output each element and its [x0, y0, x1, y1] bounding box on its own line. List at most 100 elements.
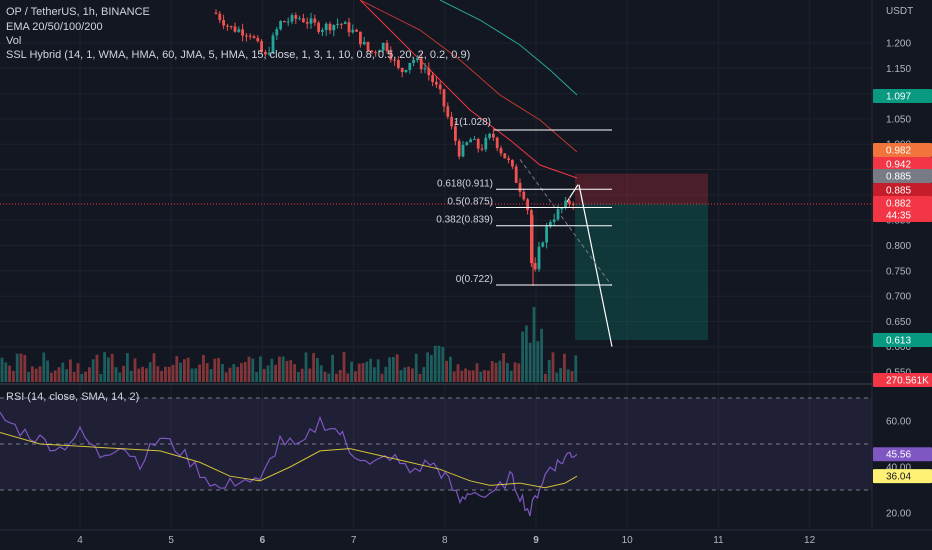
- volume-bar: [118, 372, 122, 382]
- candle-body: [256, 37, 260, 42]
- candle-body: [416, 58, 419, 61]
- volume-bar: [544, 373, 547, 382]
- volume-bar: [88, 367, 91, 382]
- candle-body: [237, 29, 241, 32]
- candle-body: [556, 209, 560, 220]
- candle-body: [541, 242, 545, 247]
- volume-bar: [232, 364, 236, 382]
- candle-body: [408, 62, 412, 70]
- short-position-tool[interactable]: [0, 159, 872, 347]
- volume-bar: [540, 328, 543, 382]
- volume-bar: [213, 358, 217, 382]
- price-tag-text: 270.561K: [886, 376, 929, 387]
- volume-bar: [167, 366, 171, 382]
- candle-body: [332, 24, 336, 31]
- volume-bar: [433, 345, 437, 382]
- volume-bar: [483, 370, 486, 382]
- candle-body: [245, 35, 248, 37]
- volume-bar: [426, 352, 429, 382]
- volume-bar: [76, 363, 80, 382]
- price-tag-text: 0.982: [886, 146, 911, 157]
- volume-bar: [27, 372, 30, 382]
- volume-bar: [255, 372, 258, 382]
- price-tick-label: 0.800: [886, 241, 911, 252]
- volume-bar: [141, 366, 144, 382]
- volume-bar: [498, 360, 502, 382]
- volume-bar: [69, 359, 72, 382]
- volume-bar: [509, 370, 513, 382]
- volume-bar: [414, 353, 418, 382]
- candle-body: [260, 41, 263, 52]
- price-tag: [873, 143, 932, 157]
- rsi-legend[interactable]: RSI (14, close, SMA, 14, 2): [6, 391, 140, 403]
- volume-bar: [19, 353, 23, 382]
- candle-body: [385, 42, 389, 52]
- candle-body: [469, 139, 472, 143]
- volume-bar: [247, 356, 251, 382]
- candle-body: [351, 29, 355, 33]
- candle-body: [366, 41, 370, 51]
- volume-bar: [475, 363, 479, 382]
- candle-body: [248, 35, 252, 37]
- volume-bar: [384, 366, 388, 382]
- fibonacci-retracement[interactable]: 1(1.028) 0.618(0.911) 0.5(0.875) 0.382(0.83…: [436, 117, 612, 286]
- fib-level-label: 0.382(0.839): [436, 215, 493, 226]
- ssl-hybrid-legend[interactable]: SSL Hybrid (14, 1, WMA, HMA, 60, JMA, 5,…: [6, 49, 471, 61]
- rsi-sma-line: [0, 432, 578, 489]
- candle-body: [267, 52, 271, 55]
- volume-bar: [392, 357, 395, 382]
- volume-bar: [145, 368, 148, 382]
- rsi-pane: [0, 397, 872, 517]
- candle-body: [404, 69, 408, 73]
- candle-body: [241, 29, 244, 36]
- price-tags: 1.0970.9820.9420.8850.8850.88244:350.613…: [873, 89, 932, 484]
- candle-body: [450, 116, 453, 127]
- volume-bar: [532, 307, 536, 382]
- volume-bar: [126, 353, 129, 382]
- candle-body: [484, 137, 488, 150]
- price-tick-label: 0.700: [886, 292, 911, 303]
- candle-body: [400, 67, 404, 73]
- volume-bar: [133, 358, 137, 382]
- candle-body: [218, 13, 222, 21]
- volume-bar: [403, 367, 407, 382]
- candle-body: [480, 148, 484, 150]
- price-tag-text: 0.885: [886, 172, 911, 183]
- volume-bar: [262, 368, 266, 382]
- volume-legend[interactable]: Vol: [6, 35, 22, 47]
- rsi-tick-label: 40.00: [886, 463, 911, 474]
- candle-body: [302, 18, 305, 23]
- candle-body: [214, 12, 218, 14]
- candle-body: [283, 21, 286, 23]
- candle-body: [279, 21, 282, 30]
- volume-bar: [122, 365, 125, 382]
- volume-bar: [502, 353, 505, 382]
- volume-bar: [190, 368, 194, 382]
- price-tag: [873, 89, 932, 103]
- volume-bar: [445, 360, 448, 382]
- candle-body: [397, 60, 400, 68]
- volume-bar: [156, 366, 160, 382]
- ema-lines: [359, 0, 578, 179]
- ema-line: [359, 0, 578, 179]
- fib-level-label: 0(0.722): [456, 274, 493, 285]
- volume-bar: [80, 373, 84, 382]
- volume-bar: [300, 368, 304, 382]
- volume-bars: [0, 307, 578, 382]
- volume-bar: [456, 364, 460, 382]
- volume-bar: [323, 371, 327, 382]
- projection-line: [578, 184, 613, 347]
- volume-bar: [422, 367, 426, 382]
- time-tick-label: 4: [77, 535, 83, 546]
- candle-body: [412, 60, 415, 63]
- candle-body: [530, 210, 533, 264]
- ema-legend[interactable]: EMA 20/50/100/200: [6, 21, 103, 33]
- volume-bar: [91, 359, 95, 382]
- price-tick-label: 0.750: [886, 266, 911, 277]
- candle-body: [431, 75, 434, 82]
- volume-bar: [574, 355, 578, 382]
- volume-bar: [316, 358, 319, 382]
- candle-body: [503, 153, 507, 159]
- volume-bar: [251, 358, 255, 382]
